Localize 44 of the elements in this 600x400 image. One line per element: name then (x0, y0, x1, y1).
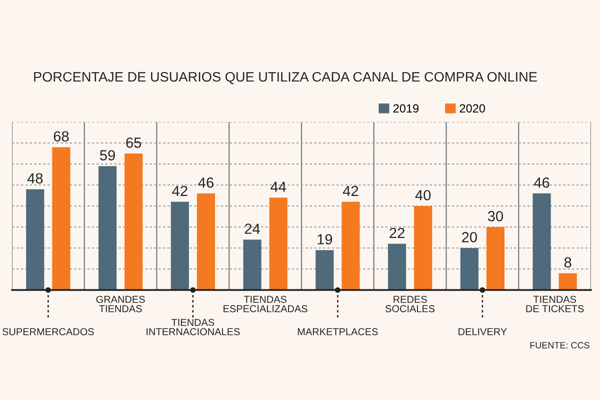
legend-label: 2019 (393, 104, 419, 113)
data-label: 24 (244, 224, 260, 234)
data-label: 46 (534, 177, 550, 188)
data-label: 42 (342, 186, 358, 196)
data-label: 22 (390, 228, 404, 238)
data-label: 20 (462, 232, 477, 242)
x-tick-label: TIENDAS INTERNACIONALES (146, 318, 240, 336)
x-tick-label: MARKETPLACES (298, 328, 378, 336)
bar (414, 206, 432, 290)
data-label: 46 (198, 177, 214, 188)
data-label: 65 (126, 138, 142, 148)
data-label: 19 (318, 234, 332, 244)
bar (558, 273, 577, 290)
bar (26, 189, 44, 290)
bar (388, 244, 406, 290)
x-tick-label: TIENDAS DE TICKETS (526, 296, 584, 312)
x-tick-label: DELIVERY (458, 328, 507, 336)
x-tick-label: SUPERMERCADOS (2, 328, 94, 336)
bar (52, 147, 70, 290)
data-label: 68 (54, 131, 69, 142)
x-tick-label: GRANDES TIENDAS (96, 296, 145, 312)
x-tick-label: TIENDAS ESPECIALIZADAS (224, 296, 308, 312)
data-label: 44 (270, 182, 286, 192)
bar (342, 202, 360, 290)
bar (460, 248, 478, 290)
data-label: 48 (27, 173, 43, 184)
bar (170, 202, 189, 290)
data-label: 30 (488, 211, 504, 222)
bar (243, 240, 262, 290)
bar (196, 193, 216, 290)
source-note: FUENTE: CCS (530, 342, 590, 348)
bar (98, 166, 117, 290)
bar (532, 193, 551, 290)
data-label: 59 (100, 150, 115, 160)
chart-title: PORCENTAJE DE USUARIOS QUE UTILIZA CADA CANAL DE COMPRA ONLINE (34, 72, 537, 84)
x-tick-label: REDES SOCIALES (386, 296, 435, 312)
data-label: 8 (564, 257, 572, 268)
data-label: 42 (172, 186, 188, 196)
data-label: 40 (415, 190, 431, 200)
legend-label: 2020 (460, 104, 486, 113)
bar (316, 250, 334, 290)
bar (269, 198, 288, 290)
bar (486, 227, 505, 290)
bar (124, 154, 143, 290)
